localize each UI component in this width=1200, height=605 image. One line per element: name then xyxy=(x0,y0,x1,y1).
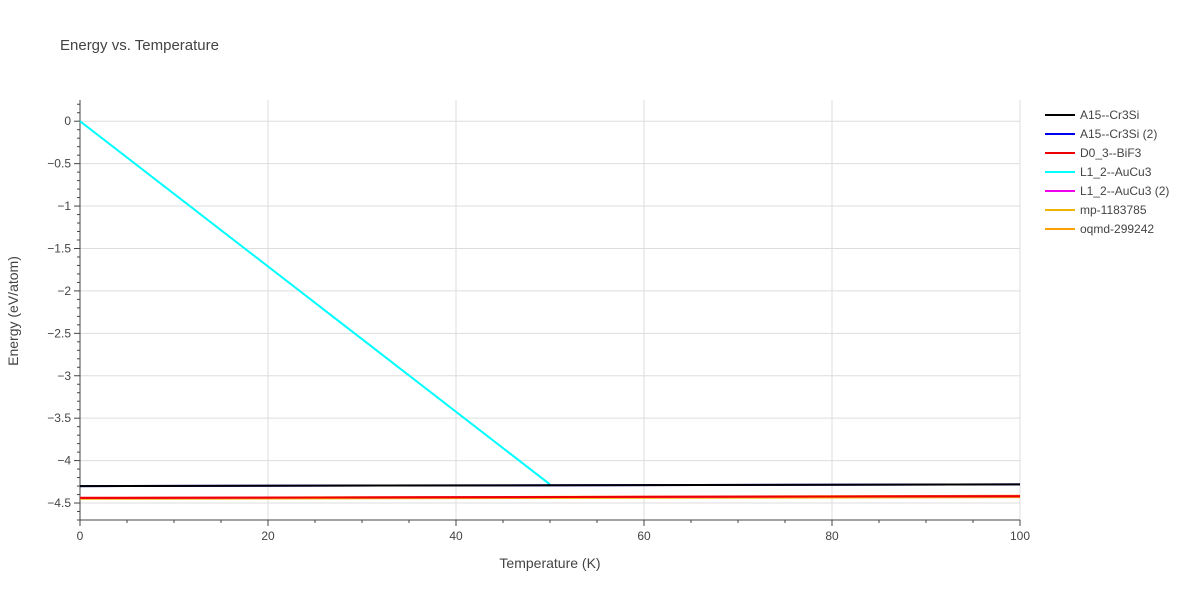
x-tick-label: 60 xyxy=(637,529,651,543)
legend-label: L1_2--AuCu3 xyxy=(1080,165,1152,179)
y-tick-label: −2.5 xyxy=(47,326,71,340)
legend-item[interactable]: L1_2--AuCu3 (2) xyxy=(1045,184,1169,198)
chart-title: Energy vs. Temperature xyxy=(60,37,219,54)
y-tick-label: −2 xyxy=(57,284,71,298)
legend-label: mp-1183785 xyxy=(1080,203,1147,217)
grid xyxy=(80,100,1021,520)
x-tick-label: 100 xyxy=(1010,529,1030,543)
y-tick-label: 0 xyxy=(64,114,71,128)
y-tick-label: −1 xyxy=(57,199,71,213)
legend-item[interactable]: L1_2--AuCu3 xyxy=(1045,165,1152,179)
legend-item[interactable]: D0_3--BiF3 xyxy=(1045,146,1142,160)
series-lines xyxy=(79,120,1021,500)
y-tick-label: −3.5 xyxy=(47,411,71,425)
legend-label: A15--Cr3Si (2) xyxy=(1080,127,1157,141)
x-tick-label: 0 xyxy=(77,529,84,543)
legend-label: L1_2--AuCu3 (2) xyxy=(1080,184,1169,198)
y-axis-title: Energy (eV/atom) xyxy=(5,256,21,366)
series-line-L1_2--AuCu3 xyxy=(79,120,551,486)
legend-item[interactable]: A15--Cr3Si (2) xyxy=(1045,127,1157,141)
legend-label: oqmd-299242 xyxy=(1080,222,1154,236)
legend-item[interactable]: oqmd-299242 xyxy=(1045,222,1154,236)
legend-label: A15--Cr3Si xyxy=(1080,108,1139,122)
legend[interactable]: A15--Cr3Si A15--Cr3Si (2) D0_3--BiF3 L1_2--… xyxy=(1045,108,1169,236)
y-tick-label: −4 xyxy=(57,454,71,468)
axes xyxy=(79,100,1020,521)
y-tick-label: −3 xyxy=(57,369,71,383)
legend-label: D0_3--BiF3 xyxy=(1080,146,1142,160)
x-axis-title: Temperature (K) xyxy=(499,555,600,571)
y-tick-label: −1.5 xyxy=(47,241,71,255)
legend-item[interactable]: mp-1183785 xyxy=(1045,203,1147,217)
minor-ticks xyxy=(74,103,1021,526)
x-tick-label: 40 xyxy=(449,529,463,543)
y-tick-label: −4.5 xyxy=(47,496,71,510)
series-line-D0_3--BiF3 xyxy=(79,495,1021,499)
x-tick-label: 20 xyxy=(261,529,275,543)
y-tick-label: −0.5 xyxy=(47,157,71,171)
legend-item[interactable]: A15--Cr3Si xyxy=(1045,108,1139,122)
tick-labels: 0 20 40 60 80 100 0 −0.5 −1 −1.5 −2 −2.5 −3 −3.5 −4 −4.… xyxy=(47,114,1030,543)
x-tick-label: 80 xyxy=(825,529,839,543)
series-line-A15--Cr3Si xyxy=(79,483,1021,488)
